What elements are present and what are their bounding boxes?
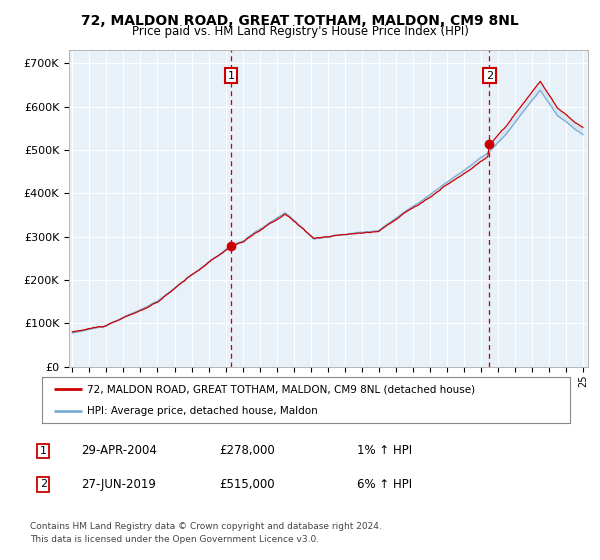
Text: 2: 2	[486, 71, 493, 81]
Text: Contains HM Land Registry data © Crown copyright and database right 2024.: Contains HM Land Registry data © Crown c…	[30, 522, 382, 531]
Text: 72, MALDON ROAD, GREAT TOTHAM, MALDON, CM9 8NL: 72, MALDON ROAD, GREAT TOTHAM, MALDON, C…	[81, 14, 519, 28]
Text: 29-APR-2004: 29-APR-2004	[81, 444, 157, 458]
Text: 6% ↑ HPI: 6% ↑ HPI	[357, 478, 412, 491]
Text: Price paid vs. HM Land Registry's House Price Index (HPI): Price paid vs. HM Land Registry's House …	[131, 25, 469, 38]
Text: £515,000: £515,000	[219, 478, 275, 491]
Text: 1% ↑ HPI: 1% ↑ HPI	[357, 444, 412, 458]
Text: HPI: Average price, detached house, Maldon: HPI: Average price, detached house, Mald…	[87, 407, 317, 416]
Text: 1: 1	[227, 71, 235, 81]
Text: 72, MALDON ROAD, GREAT TOTHAM, MALDON, CM9 8NL (detached house): 72, MALDON ROAD, GREAT TOTHAM, MALDON, C…	[87, 384, 475, 394]
Text: 27-JUN-2019: 27-JUN-2019	[81, 478, 156, 491]
Text: This data is licensed under the Open Government Licence v3.0.: This data is licensed under the Open Gov…	[30, 535, 319, 544]
Text: 2: 2	[40, 479, 47, 489]
Text: 1: 1	[40, 446, 47, 456]
Text: £278,000: £278,000	[219, 444, 275, 458]
